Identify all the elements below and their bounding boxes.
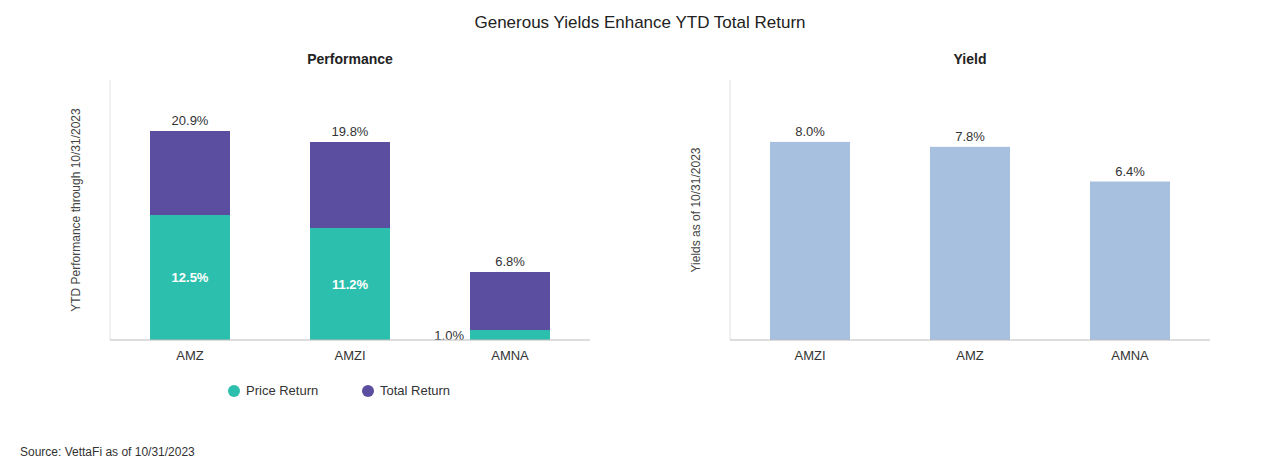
bar <box>930 147 1010 340</box>
y-axis <box>730 80 731 340</box>
data-label: 7.8% <box>955 129 985 144</box>
total-label: 6.8% <box>495 254 525 269</box>
legend: Price Return Total Return <box>228 383 450 398</box>
legend-label: Price Return <box>246 383 318 398</box>
legend-item: Price Return <box>228 383 318 398</box>
chart-title: Performance <box>307 51 393 67</box>
x-tick-label: AMNA <box>1111 348 1149 363</box>
chart-panel: Yield Yields as of 10/31/2023 8.0% 7.8% 6.4%… <box>689 51 1210 363</box>
x-axis <box>730 340 1210 341</box>
marks <box>150 131 550 340</box>
bar <box>470 272 550 330</box>
total-label: 19.8% <box>332 124 369 139</box>
bar <box>150 215 230 340</box>
y-axis <box>110 80 111 340</box>
bar <box>470 330 550 340</box>
legend-label: Total Return <box>380 383 450 398</box>
bar <box>310 142 390 228</box>
y-axis-label: YTD Performance through 10/31/2023 <box>69 108 83 312</box>
bar <box>310 228 390 340</box>
bar <box>150 131 230 215</box>
x-axis <box>110 340 590 341</box>
background <box>0 0 1280 468</box>
data-label: 11.2% <box>332 277 369 292</box>
x-tick-label: AMZ <box>176 348 204 363</box>
bar <box>1090 182 1170 340</box>
legend-swatch <box>362 385 374 397</box>
title: Generous Yields Enhance YTD Total Return <box>474 13 805 32</box>
x-tick-label: AMZI <box>794 348 825 363</box>
chart-title: Yield <box>954 51 987 67</box>
total-label: 20.9% <box>172 113 209 128</box>
labels: 12.5%11.2%1.0%20.9%19.8%6.8% <box>172 113 526 343</box>
y-axis-label: Yields as of 10/31/2023 <box>689 147 703 272</box>
labels: 8.0% 7.8% 6.4% <box>795 124 1145 179</box>
legend-item: Total Return <box>362 383 450 398</box>
annotation: Source: VettaFi as of 10/31/2023 <box>20 445 195 459</box>
data-label: 12.5% <box>172 270 209 285</box>
x-tick-label: AMNA <box>491 348 529 363</box>
data-label: 8.0% <box>795 124 825 139</box>
bar <box>770 142 850 340</box>
chart-root: Generous Yields Enhance YTD Total Return… <box>0 0 1280 468</box>
x-tick-label: AMZ <box>956 348 984 363</box>
chart-panel: Performance YTD Performance through 10/31… <box>69 51 590 398</box>
data-label: 6.4% <box>1115 164 1145 179</box>
x-tick-label: AMZI <box>334 348 365 363</box>
marks <box>770 142 1170 340</box>
legend-swatch <box>228 385 240 397</box>
